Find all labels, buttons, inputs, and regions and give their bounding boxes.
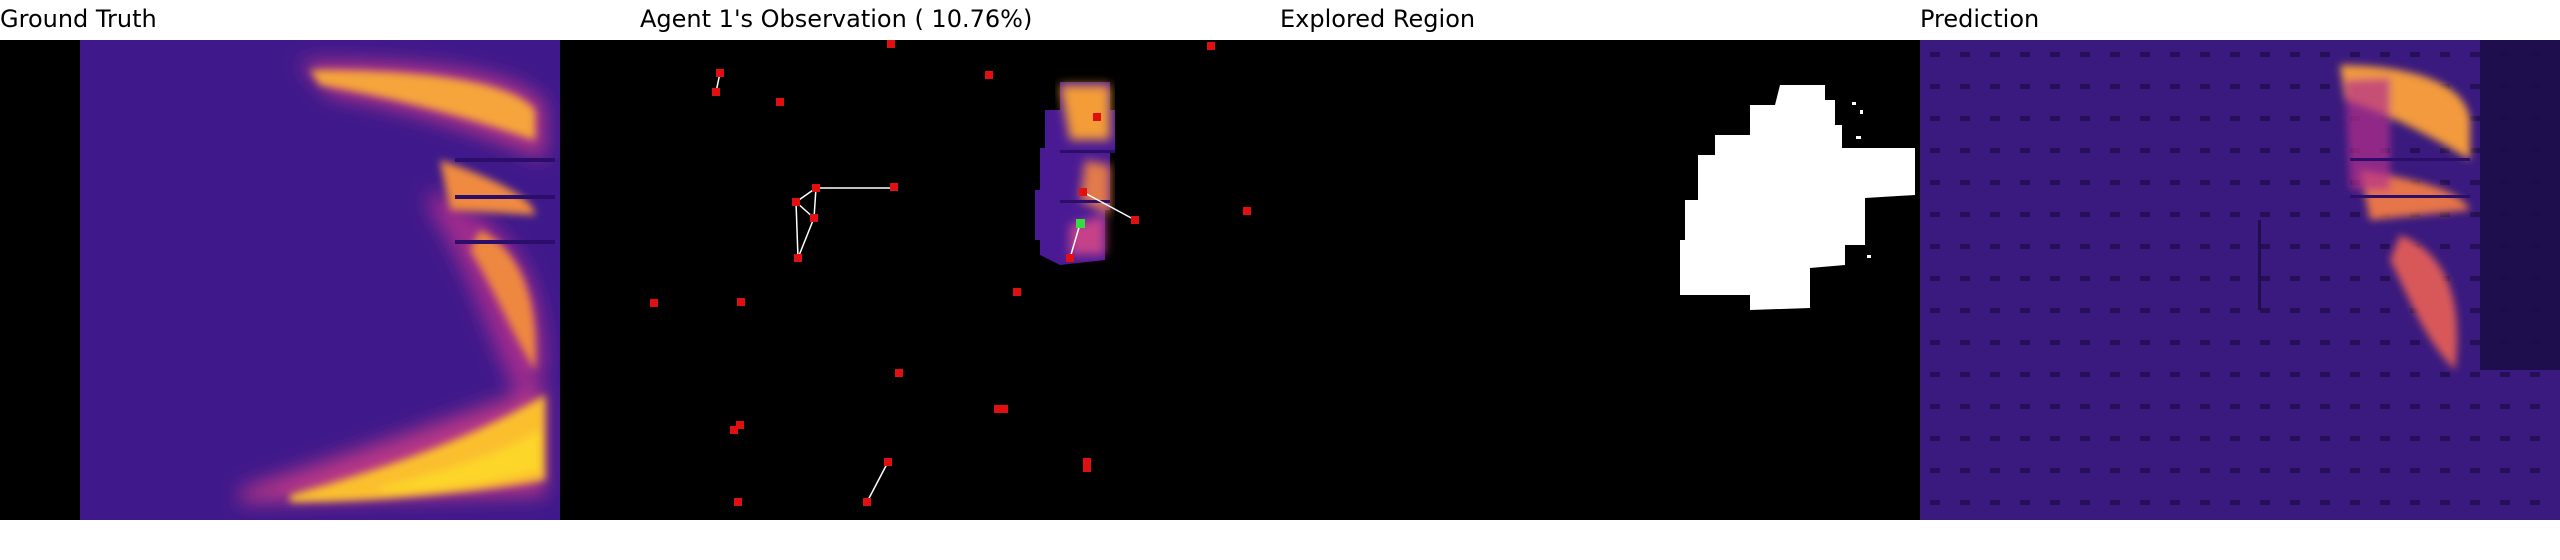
prediction-panel [1920, 40, 2560, 520]
explored-area [1680, 85, 1915, 310]
ground-truth-title: Ground Truth [0, 5, 157, 33]
explored-region-panel [1280, 40, 1920, 520]
prediction-map [1920, 40, 2560, 520]
observed-patch [1035, 82, 1115, 265]
explored-region-title: Explored Region [1280, 5, 1476, 33]
ground-truth-panel [0, 40, 640, 520]
observation-title: Agent 1's Observation ( 10.76%) [640, 5, 1033, 33]
agent-markers [650, 40, 1251, 506]
active-agent-marker [1076, 219, 1085, 228]
ground-truth-map [0, 40, 640, 520]
prediction-title: Prediction [1920, 5, 2040, 33]
observation-panel [640, 40, 1280, 520]
explored-region-map [1280, 40, 1920, 520]
observation-map [640, 40, 1280, 520]
